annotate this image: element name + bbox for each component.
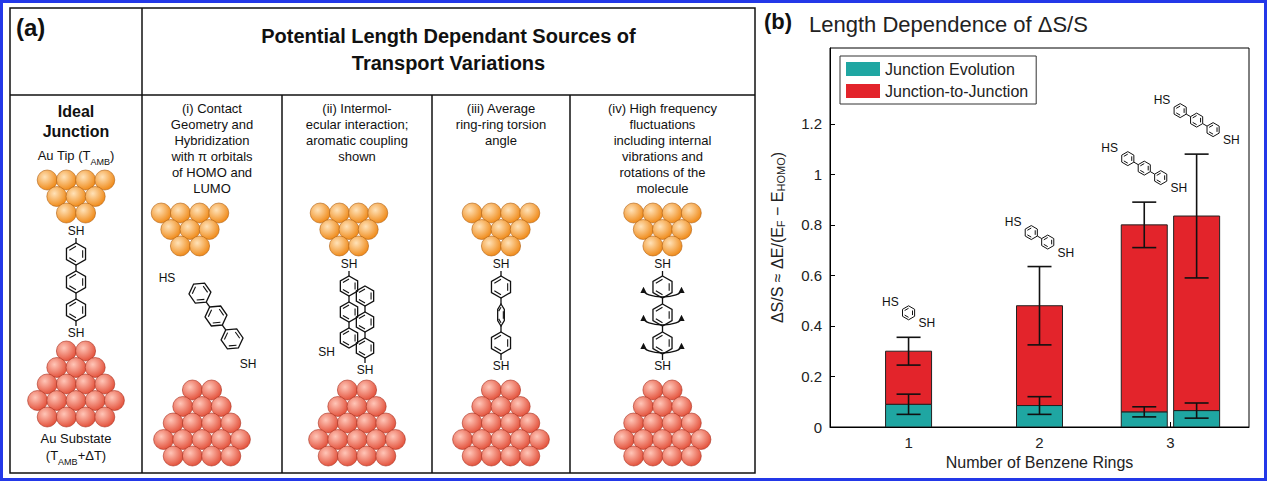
svg-text:(TAMB+ΔT): (TAMB+ΔT) bbox=[46, 448, 106, 467]
svg-text:Length Dependence of ΔS/S: Length Dependence of ΔS/S bbox=[809, 12, 1088, 37]
svg-text:SH: SH bbox=[341, 257, 358, 271]
svg-text:0.6: 0.6 bbox=[801, 267, 822, 284]
svg-text:SH: SH bbox=[318, 345, 335, 359]
svg-text:Transport Variations: Transport Variations bbox=[352, 52, 545, 74]
svg-text:): ) bbox=[769, 152, 786, 157]
svg-text:(i) Contact: (i) Contact bbox=[182, 101, 242, 116]
svg-text:SH: SH bbox=[654, 359, 671, 373]
svg-text:(a): (a) bbox=[16, 14, 45, 41]
svg-text:LUMO: LUMO bbox=[193, 181, 231, 196]
svg-text:0.8: 0.8 bbox=[801, 216, 822, 233]
svg-text:HS: HS bbox=[1154, 93, 1171, 107]
svg-text:SH: SH bbox=[1171, 181, 1188, 195]
svg-text:0: 0 bbox=[814, 419, 822, 436]
svg-text:Ideal: Ideal bbox=[58, 103, 94, 120]
svg-text:of HOMO and: of HOMO and bbox=[172, 165, 252, 180]
svg-text:Hybridization: Hybridization bbox=[174, 133, 249, 148]
svg-text:aromatic coupling: aromatic coupling bbox=[306, 133, 408, 148]
svg-text:including internal: including internal bbox=[614, 133, 712, 148]
svg-text:(iii) Average: (iii) Average bbox=[467, 101, 535, 116]
svg-text:vibrations and: vibrations and bbox=[622, 149, 703, 164]
svg-text:HOMO: HOMO bbox=[775, 157, 787, 192]
svg-text:SH: SH bbox=[68, 224, 85, 238]
svg-text:SH: SH bbox=[493, 359, 510, 373]
svg-text:1: 1 bbox=[814, 166, 822, 183]
svg-text:1: 1 bbox=[904, 434, 912, 451]
svg-text:Junction: Junction bbox=[43, 123, 110, 140]
svg-text:HS: HS bbox=[882, 295, 899, 309]
svg-text:Au Substate: Au Substate bbox=[41, 431, 112, 446]
svg-text:Number of Benzene Rings: Number of Benzene Rings bbox=[946, 454, 1134, 471]
svg-text:SH: SH bbox=[918, 316, 935, 330]
svg-text:(ii) Intermol-: (ii) Intermol- bbox=[322, 101, 391, 116]
svg-text:SH: SH bbox=[357, 363, 374, 377]
svg-text:Au Tip (TAMB): Au Tip (TAMB) bbox=[38, 148, 115, 167]
svg-text:SH: SH bbox=[493, 257, 510, 271]
svg-text:Junction-to-Junction: Junction-to-Junction bbox=[885, 83, 1028, 100]
svg-text:angle: angle bbox=[485, 133, 517, 148]
svg-text:ecular interaction;: ecular interaction; bbox=[306, 117, 409, 132]
svg-text:3: 3 bbox=[1166, 434, 1174, 451]
svg-text:SH: SH bbox=[240, 357, 257, 371]
svg-text:molecule: molecule bbox=[636, 181, 688, 196]
svg-text:ΔS/S ≈ ΔE/(E: ΔS/S ≈ ΔE/(E bbox=[769, 227, 786, 323]
svg-text:ring-ring torsion: ring-ring torsion bbox=[456, 117, 546, 132]
svg-text:HS: HS bbox=[1101, 141, 1118, 155]
svg-text:rotations of the: rotations of the bbox=[620, 165, 706, 180]
svg-text:(b): (b) bbox=[764, 9, 792, 34]
svg-text:with π orbitals: with π orbitals bbox=[170, 149, 253, 164]
svg-text:0.4: 0.4 bbox=[801, 317, 822, 334]
svg-text:− E: − E bbox=[769, 191, 786, 220]
svg-text:SH: SH bbox=[68, 326, 85, 340]
svg-text:F: F bbox=[774, 220, 787, 228]
svg-text:fluctuations: fluctuations bbox=[630, 117, 696, 132]
svg-text:2: 2 bbox=[1035, 434, 1043, 451]
svg-text:Geometry and: Geometry and bbox=[171, 117, 253, 132]
svg-text:shown: shown bbox=[338, 149, 376, 164]
svg-text:1.2: 1.2 bbox=[801, 115, 822, 132]
svg-text:SH: SH bbox=[654, 257, 671, 271]
svg-text:0.2: 0.2 bbox=[801, 368, 822, 385]
svg-text:Potential Length Dependant Sou: Potential Length Dependant Sources of bbox=[261, 25, 636, 47]
svg-text:HS: HS bbox=[159, 271, 176, 285]
svg-text:(iv) High frequency: (iv) High frequency bbox=[608, 101, 718, 116]
svg-text:HS: HS bbox=[1005, 215, 1022, 229]
svg-text:SH: SH bbox=[1223, 133, 1240, 147]
svg-text:Junction Evolution: Junction Evolution bbox=[885, 61, 1015, 78]
svg-text:SH: SH bbox=[1058, 246, 1075, 260]
